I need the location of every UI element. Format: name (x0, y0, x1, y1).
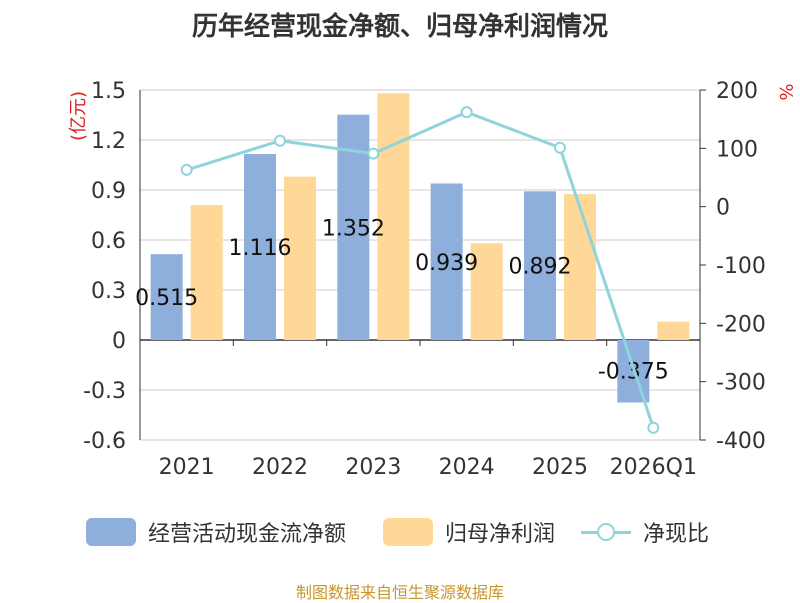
y-left-tick-label: 0.6 (91, 229, 126, 254)
data-label-cash-flow: 0.939 (415, 251, 478, 276)
y-left-tick-label: 0 (112, 329, 126, 354)
bar-cash-flow (244, 154, 276, 340)
y-left-tick-label: 1.5 (91, 79, 126, 104)
y-right-axis-label: % (775, 83, 796, 100)
legend-item-cash-flow[interactable]: 经营活动现金流净额 (86, 516, 346, 548)
legend-label-cash-flow: 经营活动现金流净额 (148, 522, 347, 547)
point-ratio (647, 421, 660, 434)
bar-cash-flow (430, 183, 463, 340)
y-right-tick-label: -300 (716, 371, 766, 396)
y-right-tick-label: 100 (716, 137, 758, 162)
x-tick-label: 2023 (345, 455, 401, 480)
y-right-tick-label: 200 (716, 79, 758, 104)
legend: 经营活动现金流净额 归母净利润 净现比 (0, 516, 800, 556)
bar-net-profit (564, 194, 596, 340)
point-ratio (460, 106, 473, 119)
chart-area: 1.5 1.2 0.9 0.6 0.3 0 -0.3 -0.6 200 100 0 -100 -200 -… (68, 79, 796, 480)
bar-net-profit (190, 205, 223, 340)
data-label-cash-flow: 0.892 (509, 255, 572, 280)
y-left-tick-label: 1.2 (91, 129, 126, 154)
x-tick-label: 2026Q1 (610, 455, 697, 480)
point-ratio (180, 163, 193, 176)
y-left-tick-label: 0.9 (91, 179, 126, 204)
chart-title: 历年经营现金净额、归母净利润情况 (191, 12, 608, 42)
y-right-tick-label: -100 (716, 254, 766, 279)
y-right-tick-label: 0 (716, 196, 730, 221)
bar-cash-flow (524, 191, 556, 340)
x-tick-label: 2024 (439, 455, 495, 480)
y-left-tick-label: -0.3 (83, 379, 126, 404)
y-left-axis-label: (亿元) (68, 91, 89, 141)
data-label-cash-flow: 0.515 (135, 286, 198, 311)
line-ratio (186, 110, 655, 429)
y-right-tick-label: -400 (716, 429, 766, 454)
legend-swatch-ratio-dot (597, 523, 615, 541)
bar-net-profit (284, 176, 316, 340)
legend-swatch-net-profit (383, 518, 433, 546)
data-label-cash-flow: 1.352 (322, 216, 385, 241)
legend-item-net-profit[interactable]: 归母净利润 (383, 516, 555, 548)
bar-net-profit (657, 321, 690, 340)
x-tick-label: 2022 (252, 455, 308, 480)
bar-net-profit (470, 243, 503, 340)
data-label-cash-flow: 1.116 (229, 236, 292, 261)
data-source-note: 制图数据来自恒生聚源数据库 (295, 583, 504, 602)
legend-item-ratio[interactable]: 净现比 (581, 516, 709, 548)
bar-net-profit (377, 93, 410, 340)
point-ratio (367, 147, 380, 160)
bar-cash-flow (150, 254, 183, 340)
y-right-tick-label: -200 (716, 312, 766, 337)
legend-label-net-profit: 归母净利润 (445, 522, 556, 547)
x-tick-label: 2025 (532, 455, 588, 480)
x-tick-label: 2021 (159, 455, 215, 480)
point-ratio (274, 134, 286, 147)
legend-swatch-cash-flow (86, 518, 136, 546)
legend-label-ratio: 净现比 (643, 522, 710, 547)
y-left-tick-label: 0.3 (91, 279, 126, 304)
legend-swatch-ratio (581, 518, 631, 546)
y-left-tick-label: -0.6 (83, 429, 126, 454)
point-ratio (554, 141, 566, 154)
